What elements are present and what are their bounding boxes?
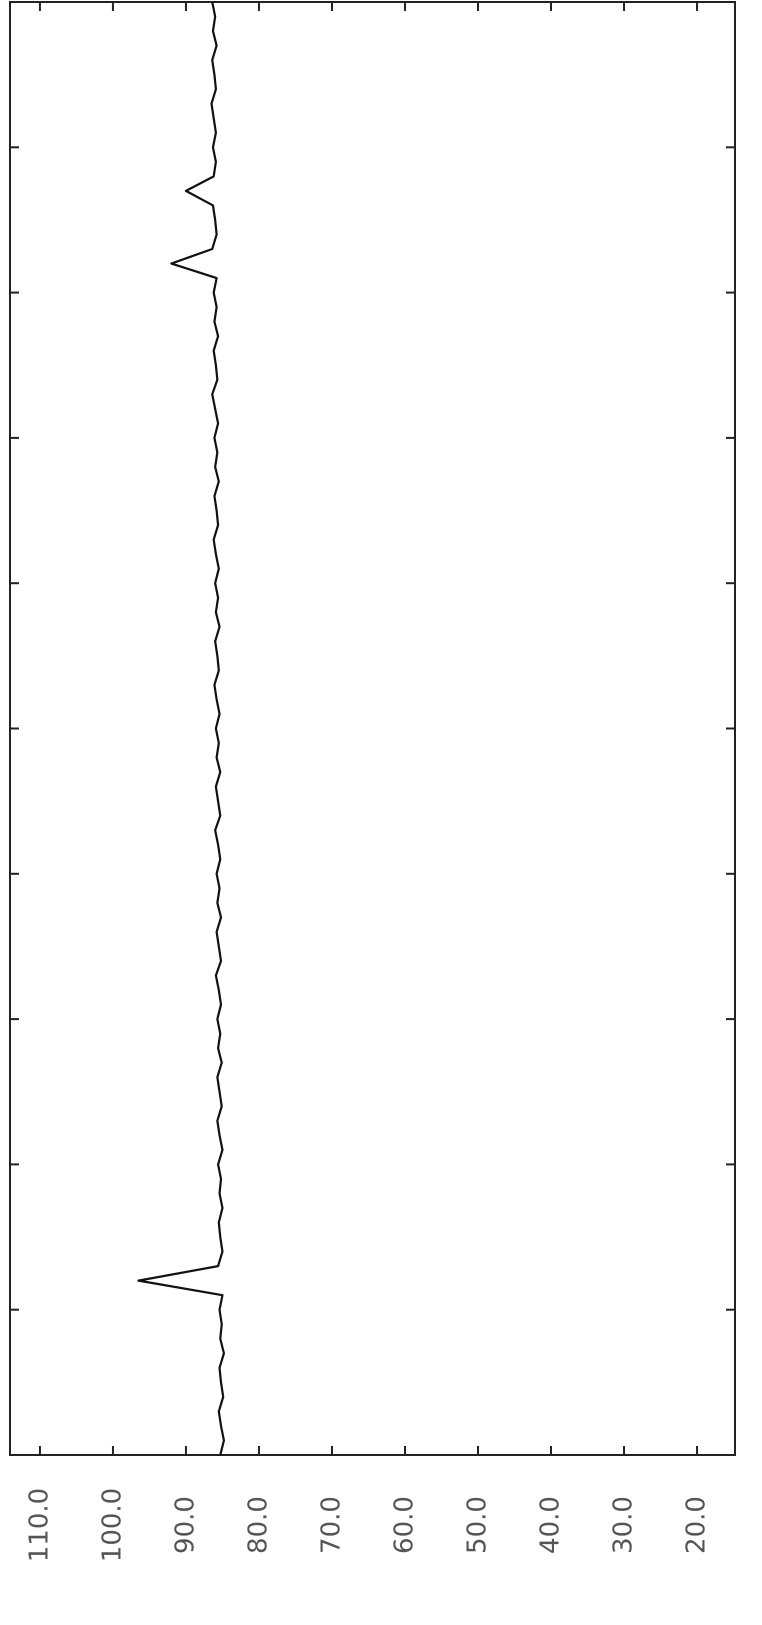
y-tick-label: 80.0	[243, 1496, 273, 1554]
plot-frame	[9, 1, 736, 1456]
y-tick-label: 100.0	[97, 1488, 127, 1562]
y-tick-label: 30.0	[609, 1496, 639, 1554]
y-tick-label: 110.0	[24, 1488, 54, 1562]
y-tick-label: 40.0	[536, 1496, 566, 1554]
spectrum-line	[137, 1, 226, 1456]
y-tick-label: 60.0	[389, 1496, 419, 1554]
y-tick-label: 70.0	[316, 1496, 346, 1554]
y-tick-label: 50.0	[463, 1496, 493, 1554]
y-tick-label: 20.0	[682, 1496, 712, 1554]
y-tick-label: 90.0	[170, 1496, 200, 1554]
